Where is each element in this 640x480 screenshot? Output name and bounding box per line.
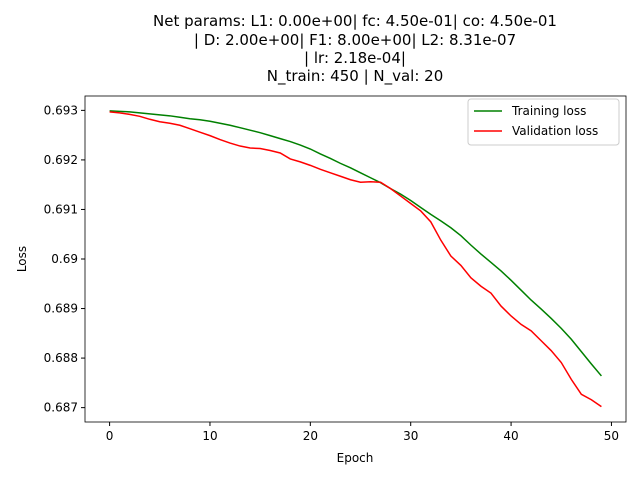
legend-label: Training loss [511, 104, 586, 118]
x-tick-label: 0 [106, 429, 114, 443]
y-tick-label: 0.691 [44, 202, 78, 216]
y-tick-label: 0.688 [44, 351, 78, 365]
y-tick-label: 0.69 [51, 252, 78, 266]
x-axis-label: Epoch [337, 451, 374, 465]
chart-title: | D: 2.00e+00| F1: 8.00e+00| L2: 8.31e-0… [194, 31, 516, 49]
y-tick-label: 0.693 [44, 103, 78, 117]
y-tick-label: 0.692 [44, 153, 78, 167]
chart-title: N_train: 450 | N_val: 20 [267, 67, 444, 86]
x-tick-label: 10 [202, 429, 217, 443]
x-tick-label: 30 [403, 429, 418, 443]
x-tick-label: 20 [303, 429, 318, 443]
y-tick-label: 0.689 [44, 302, 78, 316]
line-series [109, 110, 602, 377]
legend: Training loss Validation loss [467, 98, 620, 146]
legend-box [467, 98, 620, 146]
chart-title: Net params: L1: 0.00e+00| fc: 4.50e-01| … [153, 12, 557, 30]
line-series [109, 111, 602, 408]
plot-frame [84, 95, 627, 423]
x-tick-label: 40 [503, 429, 518, 443]
chart-title: | lr: 2.18e-04| [304, 49, 406, 67]
y-axis-label: Loss [15, 246, 29, 272]
x-tick-label: 50 [604, 429, 619, 443]
legend-label: Validation loss [512, 124, 598, 138]
y-tick-label: 0.687 [44, 401, 78, 415]
